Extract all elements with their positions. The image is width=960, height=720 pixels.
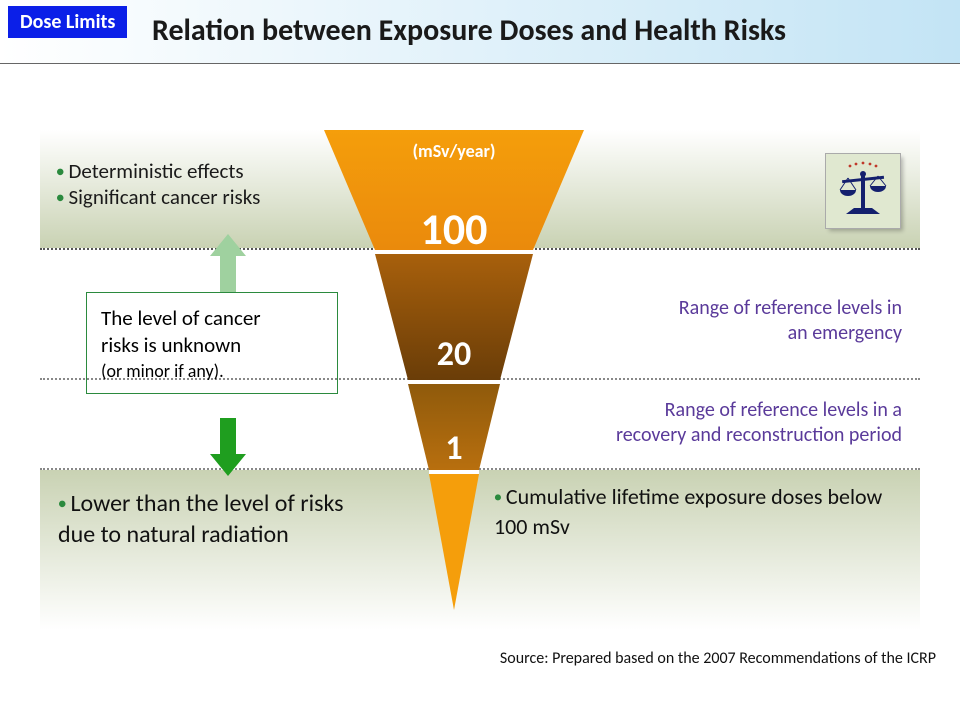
arrow-up-icon xyxy=(210,234,246,292)
header: Dose Limits Relation between Exposure Do… xyxy=(0,0,960,64)
reference-emergency: Range of reference levels inan emergency xyxy=(679,296,902,346)
arrow-down-icon xyxy=(210,418,246,476)
bullet-low-risk: Lower than the level of risks due to nat… xyxy=(58,489,344,549)
diagram-stage: (mSv/year) 100 20 1 Deterministic effect… xyxy=(40,130,920,630)
page-title: Relation between Exposure Doses and Heal… xyxy=(152,12,786,49)
category-badge: Dose Limits xyxy=(8,6,127,38)
bullet-cumulative: Cumulative lifetime exposure doses below… xyxy=(494,483,882,540)
reference-recovery: Range of reference levels in arecovery a… xyxy=(616,398,902,448)
note-line2: risks is unknown xyxy=(101,332,323,359)
bullet-cancer-risks: Significant cancer risks xyxy=(56,184,260,210)
bullet-deterministic: Deterministic effects xyxy=(56,158,260,184)
high-dose-effects: Deterministic effects Significant cancer… xyxy=(56,158,260,210)
note-line1: The level of cancer xyxy=(101,305,323,332)
justice-scale-icon xyxy=(826,154,900,228)
unknown-risk-note: The level of cancer risks is unknown (or… xyxy=(86,292,338,394)
low-risk-text: Lower than the level of risks due to nat… xyxy=(58,488,378,550)
cumulative-text: Cumulative lifetime exposure doses below… xyxy=(494,482,894,541)
source-citation: Source: Prepared based on the 2007 Recom… xyxy=(500,649,936,668)
note-line3: (or minor if any). xyxy=(101,360,323,383)
funnel-units: (mSv/year) xyxy=(324,140,584,162)
funnel-value-100: 100 xyxy=(324,202,584,256)
funnel-value-1: 1 xyxy=(324,428,584,469)
funnel-value-20: 20 xyxy=(324,334,584,375)
